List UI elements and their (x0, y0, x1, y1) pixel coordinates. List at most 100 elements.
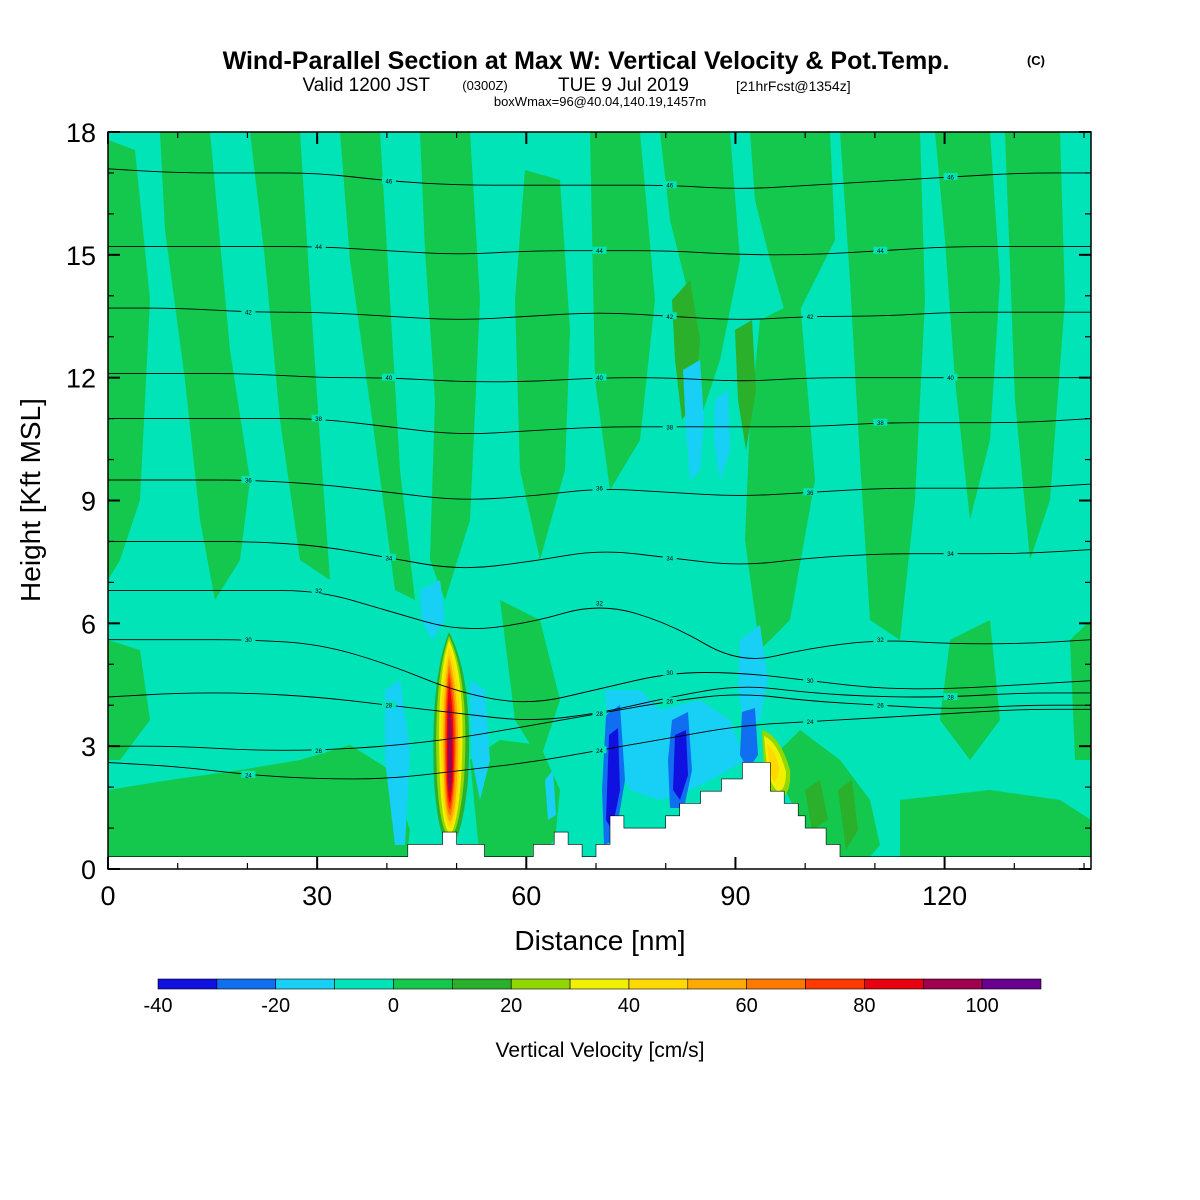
y-tick-label: 18 (66, 118, 96, 148)
theta-label: 30 (666, 671, 673, 677)
theta-label-bg (592, 373, 607, 381)
theta-label: 40 (596, 376, 603, 382)
box-wmax-info: boxWmax=96@40.04,140.19,1457m (494, 94, 706, 109)
blue-downdraft-core (606, 728, 620, 830)
theta-label-bg (943, 173, 958, 181)
theta-label: 32 (315, 589, 322, 595)
theta-label: 28 (386, 704, 393, 710)
green-band (745, 300, 815, 650)
theta-contour-line (108, 590, 1091, 659)
theta-label-bg (241, 308, 256, 316)
forecast-info: [21hrFcst@1354z] (736, 78, 851, 94)
theta-label-bg (592, 246, 607, 254)
theta-label: 26 (877, 704, 884, 710)
theta-label-bg (311, 414, 326, 422)
updraft-core-secondary (767, 744, 779, 782)
theta-label: 36 (596, 487, 603, 493)
colorbar-swatch (746, 978, 806, 990)
colorbar-swatch (981, 978, 1042, 990)
copyright-mark: (C) (1027, 53, 1045, 68)
theta-label: 34 (666, 556, 673, 562)
theta-label: 32 (877, 638, 884, 644)
cyan-downdraft (683, 360, 704, 480)
theta-contour-line (108, 418, 1091, 435)
theta-label: 30 (245, 638, 252, 644)
colorbar-swatch (628, 978, 689, 990)
theta-label-bg (803, 676, 818, 684)
theta-label-bg (592, 709, 607, 717)
green-band (1070, 620, 1091, 760)
colorbar-swatch (393, 978, 453, 990)
theta-label-bg (873, 246, 888, 254)
theta-label: 28 (596, 712, 603, 718)
theta-label-bg (311, 746, 326, 754)
colorbar: -40 -20 0 20 40 60 80 100 (144, 978, 1042, 1017)
dark-green-pocket (735, 320, 756, 450)
colorbar-swatch (216, 978, 277, 990)
y-tick-label: 0 (81, 855, 96, 885)
colorbar-tick-label: 80 (853, 995, 875, 1017)
green-band (660, 132, 740, 420)
green-band (420, 132, 480, 600)
theta-label-bg (873, 635, 888, 643)
valid-time-line: Valid 1200 JST (0300Z) TUE 9 Jul 2019 [2… (303, 75, 851, 96)
colorbar-swatch (687, 978, 747, 990)
theta-contour-line (108, 246, 1091, 256)
x-axis-title: Distance [nm] (514, 925, 685, 956)
theta-label-bg (241, 476, 256, 484)
theta-label-bg (943, 373, 958, 381)
colorbar-swatch (452, 978, 512, 990)
theta-label: 44 (877, 249, 884, 255)
theta-label-bg (662, 668, 677, 676)
theta-label: 38 (666, 425, 673, 431)
theta-label-bg (381, 177, 396, 185)
green-band (500, 600, 560, 760)
colorbar-swatch (510, 978, 571, 990)
theta-label-bg (803, 488, 818, 496)
theta-label: 36 (245, 479, 252, 485)
green-low-layer (470, 740, 560, 869)
y-tick-label: 3 (81, 732, 96, 762)
green-band (160, 132, 250, 600)
colorbar-tick-label: -20 (261, 995, 290, 1017)
theta-label-bg (803, 717, 818, 725)
theta-label-bg (662, 553, 677, 561)
colorbar-swatch (569, 978, 630, 990)
cyan-downdraft (738, 625, 768, 730)
theta-label: 46 (386, 180, 393, 186)
theta-contour-labels: 24 24 24 26 26 26 28 28 28 30 30 30 32 32 32 34 34 34 36 36… (241, 173, 958, 779)
theta-label: 34 (947, 552, 954, 558)
theta-label: 24 (807, 720, 814, 726)
y-tick-label: 15 (66, 241, 96, 271)
theta-label-bg (311, 586, 326, 594)
theta-label-bg (381, 373, 396, 381)
theta-label-bg (873, 701, 888, 709)
valid-time-utc: (0300Z) (462, 78, 508, 93)
theta-label-bg (592, 484, 607, 492)
colorbar-title: Vertical Velocity [cm/s] (496, 1039, 705, 1062)
theta-label: 28 (947, 696, 954, 702)
valid-time-prefix: Valid 1200 JST (303, 75, 431, 96)
blue-downdraft-core (673, 730, 688, 800)
colorbar-tick-label: 0 (388, 995, 399, 1017)
theta-label-bg (381, 701, 396, 709)
theta-label: 42 (666, 315, 673, 321)
green-low-layer (900, 790, 1091, 869)
colorbar-swatch (805, 978, 865, 990)
chart-title: Wind-Parallel Section at Max W: Vertical… (223, 47, 950, 75)
colorbar-tick-label: 60 (736, 995, 758, 1017)
theta-contour-line (108, 373, 1091, 383)
green-band (840, 132, 925, 640)
theta-label-bg (803, 312, 818, 320)
theta-label: 32 (596, 601, 603, 607)
theta-label-bg (662, 181, 677, 189)
green-band (108, 640, 150, 760)
cyan-downdraft (714, 390, 730, 480)
dark-green-pocket (805, 780, 828, 830)
theta-label-bg (592, 746, 607, 754)
y-tick-label: 6 (81, 609, 96, 639)
theta-label: 42 (245, 311, 252, 317)
green-band (108, 140, 150, 580)
x-tick-label: 30 (302, 881, 332, 911)
